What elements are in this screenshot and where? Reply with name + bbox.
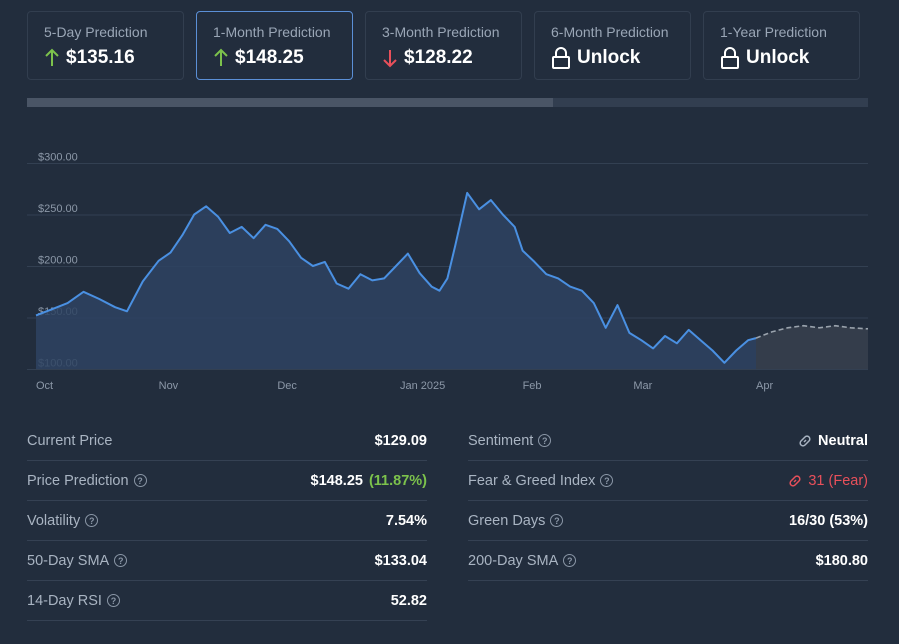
arrow-up-icon [213,48,229,68]
stat-label: 14-Day RSI [27,592,102,609]
prediction-cards: 5-Day Prediction $135.16 1-Month Predict… [27,11,868,82]
price-area-fill [36,192,756,369]
stat-value: 52.82 [390,592,427,609]
y-tick-label: $250.00 [38,203,78,215]
help-icon[interactable]: ? [538,434,552,447]
stat-label: Current Price [27,432,113,449]
stat-change-percent: (11.87%) [368,472,427,489]
chart-range-thumb[interactable] [27,98,553,107]
stats-right-panel: Sentiment? Neutral Fear & Greed Index? 3… [468,421,868,581]
x-tick-label: Dec [277,380,297,392]
stat-label: 50-Day SMA [27,552,110,569]
card-value: $128.22 [404,47,473,68]
unlock-label: Unlock [746,47,810,68]
stat-value: 7.54% [385,512,427,529]
stat-row-50-day-sma: 50-Day SMA? $133.04 [27,541,427,581]
y-tick-label: $300.00 [38,152,78,164]
price-line-series [35,191,757,364]
x-tick-label: Nov [159,380,179,392]
help-icon[interactable]: ? [85,514,99,527]
card-5-day-prediction[interactable]: 5-Day Prediction $135.16 [27,11,184,80]
stat-row-14-day-rsi: 14-Day RSI? 52.82 [27,581,427,621]
link-icon [798,434,812,448]
stat-row-volatility: Volatility? 7.54% [27,501,427,541]
stat-label: 200-Day SMA [468,552,559,569]
stat-row-green-days: Green Days? 16/30 (53%) [468,501,868,541]
card-label: 1-Year Prediction [720,24,827,40]
card-label: 1-Month Prediction [213,24,331,40]
x-tick-label: Mar [633,380,652,392]
stat-value: 16/30 (53%) [789,512,868,529]
card-value: $148.25 [235,47,304,68]
fear-greed-value: 31 (Fear) [808,472,868,489]
card-3-month-prediction[interactable]: 3-Month Prediction $128.22 [365,11,522,80]
unlock-label: Unlock [577,47,641,68]
help-icon[interactable]: ? [106,594,120,607]
x-tick-label: Apr [756,380,773,392]
x-tick-label: Oct [36,380,53,392]
stat-row-fear-greed-index: Fear & Greed Index? 31 (Fear) [468,461,868,501]
lock-icon [720,47,740,69]
card-1-month-prediction[interactable]: 1-Month Prediction $148.25 [196,11,353,80]
card-value: $135.16 [66,47,135,68]
card-label: 6-Month Prediction [551,24,669,40]
stat-row-200-day-sma: 200-Day SMA? $180.80 [468,541,868,581]
card-label: 5-Day Prediction [44,24,148,40]
help-icon[interactable]: ? [550,514,564,527]
forecast-line-series [755,324,868,339]
card-1-year-prediction[interactable]: 1-Year Prediction Unlock [703,11,860,80]
sentiment-value: Neutral [818,432,868,449]
stat-row-current-price: Current Price $129.09 [27,421,427,461]
arrow-up-icon [44,48,60,68]
help-icon[interactable]: ? [563,554,577,567]
stat-value: $180.80 [815,552,868,569]
chart-range-scrollbar[interactable] [27,98,868,107]
stats-left-panel: Current Price $129.09 Price Prediction? … [27,421,427,621]
stat-row-price-prediction: Price Prediction? $148.25 (11.87%) [27,461,427,501]
stat-label: Fear & Greed Index [468,472,596,489]
help-icon[interactable]: ? [133,474,147,487]
help-icon[interactable]: ? [600,474,614,487]
price-chart[interactable]: $100.00$150.00$200.00$250.00$300.00OctNo… [27,140,868,400]
x-tick-label: Feb [523,380,542,392]
arrow-down-icon [382,48,398,68]
price-chart-svg: $100.00$150.00$200.00$250.00$300.00OctNo… [27,152,868,392]
stat-value: $148.25 [310,472,363,489]
stat-label: Volatility [27,512,81,529]
card-label: 3-Month Prediction [382,24,500,40]
help-icon[interactable]: ? [114,554,128,567]
card-6-month-prediction[interactable]: 6-Month Prediction Unlock [534,11,691,80]
stat-label: Price Prediction [27,472,129,489]
link-icon [788,474,802,488]
lock-icon [551,47,571,69]
y-tick-label: $200.00 [38,255,78,267]
stat-value: $133.04 [374,552,427,569]
stat-value: $129.09 [374,432,427,449]
forecast-area-fill [756,325,868,369]
stat-label: Green Days [468,512,546,529]
stat-label: Sentiment [468,432,534,449]
x-tick-label: Jan 2025 [400,380,445,392]
stat-row-sentiment: Sentiment? Neutral [468,421,868,461]
